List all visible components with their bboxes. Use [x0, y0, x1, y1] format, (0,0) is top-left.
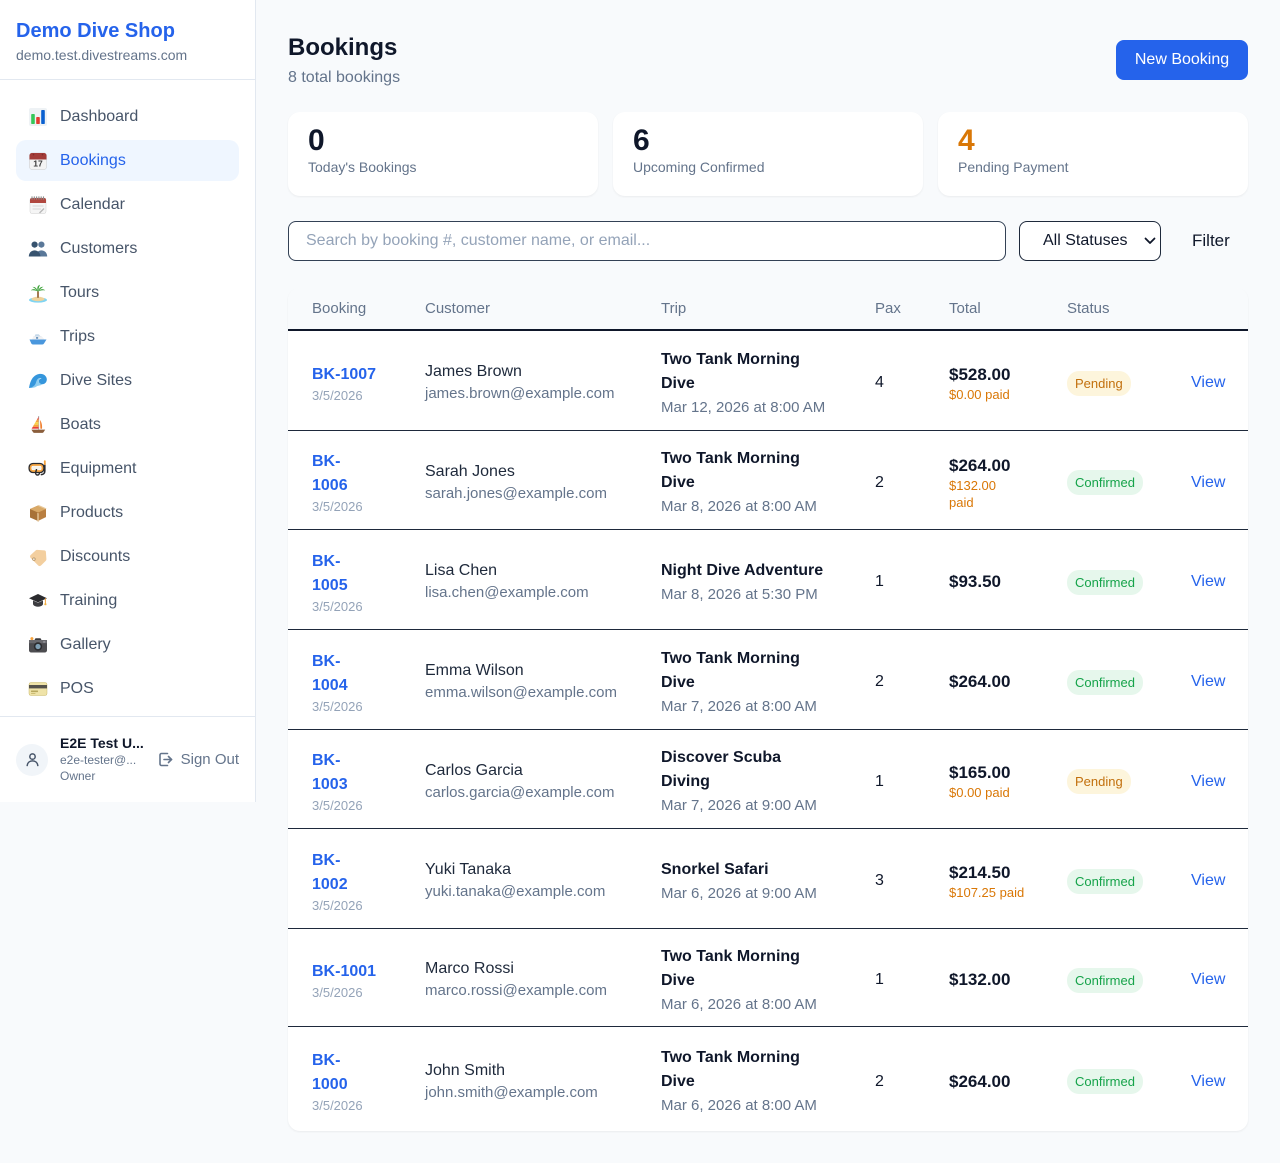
svg-text:17: 17 [33, 158, 43, 168]
